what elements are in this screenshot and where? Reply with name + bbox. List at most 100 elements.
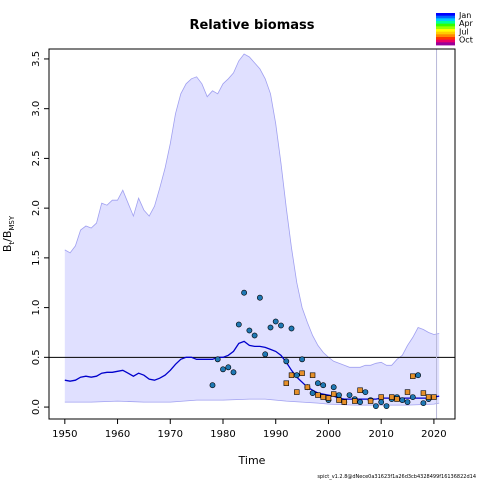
observation-point-square bbox=[431, 394, 437, 400]
y-axis: 0.0 0.5 1.0 1.5 2.0 2.5 3.0 3.5 bbox=[31, 51, 49, 415]
observation-point-circle bbox=[415, 372, 421, 379]
observation-point-square bbox=[341, 399, 347, 405]
legend-swatch bbox=[436, 42, 455, 46]
observation-point-circle bbox=[346, 392, 353, 398]
legend-swatch bbox=[436, 34, 455, 38]
observation-point-square bbox=[294, 389, 300, 395]
observation-point-square bbox=[299, 370, 305, 376]
observation-point-circle bbox=[336, 392, 342, 398]
confidence-band-lower-edge bbox=[64, 398, 440, 406]
observation-point-circle bbox=[399, 397, 406, 403]
observation-point-circle bbox=[241, 289, 247, 296]
observation-point-circle bbox=[256, 294, 263, 301]
observation-point-square bbox=[325, 395, 332, 401]
chart-title: Relative biomass bbox=[189, 18, 314, 33]
x-tick-label: 1980 bbox=[210, 429, 235, 440]
legend-label: Apr bbox=[459, 19, 474, 28]
observation-point-circle bbox=[230, 369, 237, 376]
observation-point-square bbox=[357, 387, 363, 393]
observation-point-circle bbox=[357, 399, 363, 405]
observation-point-circle bbox=[220, 366, 226, 373]
x-tick-label: 1950 bbox=[52, 429, 77, 440]
legend-label: Jan bbox=[458, 11, 471, 20]
x-tick-label: 1990 bbox=[263, 429, 288, 440]
observation-point-circle bbox=[235, 321, 242, 328]
observation-point-circle bbox=[288, 325, 295, 332]
legend-swatch bbox=[436, 31, 455, 35]
observation-point-circle bbox=[225, 364, 232, 371]
observation-point-square bbox=[420, 390, 427, 396]
y-tick-label: 2.0 bbox=[31, 200, 42, 216]
observation-point-circle bbox=[283, 358, 290, 365]
observation-point-square bbox=[315, 392, 321, 398]
legend-swatch bbox=[436, 23, 455, 27]
legend-swatch bbox=[436, 26, 455, 30]
y-tick-label: 3.0 bbox=[31, 101, 42, 117]
x-tick-label: 1970 bbox=[158, 429, 183, 440]
x-tick-label: 1960 bbox=[105, 429, 130, 440]
observation-point-circle bbox=[362, 389, 369, 395]
observations-square-series bbox=[283, 370, 437, 405]
observation-point-circle bbox=[420, 400, 427, 406]
observation-point-circle bbox=[293, 372, 300, 379]
x-tick-label: 2010 bbox=[368, 429, 393, 440]
legend-swatch bbox=[436, 29, 455, 33]
observation-point-square bbox=[330, 391, 337, 397]
observation-point-square bbox=[388, 394, 395, 400]
legend-swatch bbox=[436, 39, 455, 43]
median-biomass-line bbox=[64, 340, 440, 400]
observation-point-circle bbox=[246, 327, 253, 334]
y-tick-label: 1.0 bbox=[31, 300, 42, 316]
legend-label: Oct bbox=[459, 36, 473, 45]
confidence-band bbox=[64, 54, 440, 406]
observation-point-circle bbox=[267, 324, 274, 331]
y-tick-label: 2.5 bbox=[31, 150, 42, 166]
observation-point-circle bbox=[278, 322, 284, 329]
version-footnote: spict_v1.2.8@dNece0a31623f1a26d3cb432849… bbox=[317, 474, 476, 480]
observation-point-circle bbox=[209, 382, 216, 389]
y-tick-label: 0.5 bbox=[31, 349, 42, 365]
legend-swatch bbox=[436, 18, 455, 22]
legend-swatch bbox=[436, 21, 455, 25]
legend-swatch bbox=[436, 15, 455, 19]
observation-point-circle bbox=[372, 403, 379, 409]
observation-point-square bbox=[410, 373, 416, 379]
observation-point-circle bbox=[383, 403, 390, 409]
x-axis: 1950 1960 1970 1980 1990 2000 2010 2020 bbox=[52, 419, 447, 440]
observation-point-square bbox=[425, 394, 432, 400]
observation-point-square bbox=[336, 397, 342, 403]
x-axis-label: Time bbox=[238, 454, 266, 467]
observation-point-circle bbox=[272, 318, 279, 325]
observation-point-circle bbox=[214, 356, 221, 363]
observation-point-circle bbox=[309, 390, 316, 396]
y-tick-label: 0.0 bbox=[31, 399, 42, 415]
legend-color-bar bbox=[436, 13, 455, 46]
observation-point-square bbox=[378, 394, 384, 400]
observation-point-circle bbox=[320, 382, 327, 389]
observation-point-circle bbox=[330, 384, 337, 391]
observation-point-circle bbox=[251, 332, 258, 339]
observation-point-square bbox=[394, 396, 400, 402]
observation-point-circle bbox=[314, 380, 321, 387]
y-tick-label: 3.5 bbox=[31, 51, 42, 67]
observation-point-square bbox=[352, 398, 358, 404]
x-tick-label: 2020 bbox=[421, 429, 446, 440]
observation-point-circle bbox=[299, 356, 305, 363]
legend-swatch bbox=[436, 13, 455, 17]
observation-point-square bbox=[288, 372, 295, 378]
observation-point-circle bbox=[262, 351, 269, 358]
observation-point-circle bbox=[409, 394, 416, 400]
confidence-band-upper-edge bbox=[64, 53, 440, 368]
observation-point-square bbox=[404, 389, 411, 395]
observation-point-circle bbox=[404, 399, 411, 405]
plot-area bbox=[48, 48, 456, 420]
observation-point-square bbox=[304, 384, 311, 390]
observation-point-square bbox=[309, 372, 316, 378]
observation-point-square bbox=[367, 398, 374, 404]
y-tick-label: 1.5 bbox=[31, 250, 42, 266]
observation-point-square bbox=[320, 394, 326, 400]
legend-swatch bbox=[436, 37, 455, 41]
y-axis-label: Bt/BMSY bbox=[1, 215, 16, 252]
observation-point-square bbox=[283, 380, 289, 386]
